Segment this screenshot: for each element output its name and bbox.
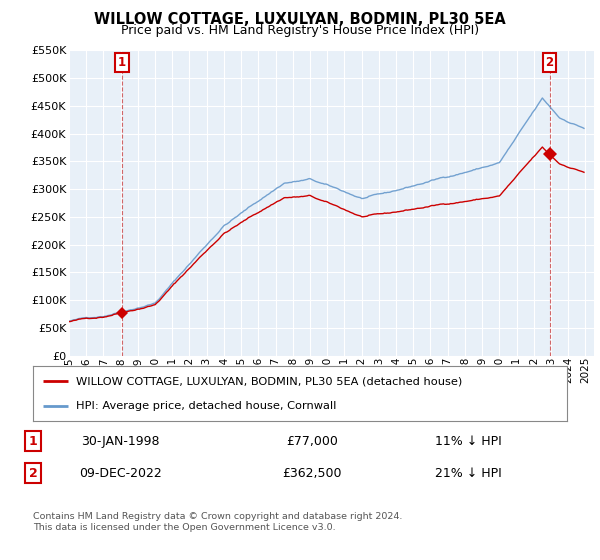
Text: Price paid vs. HM Land Registry's House Price Index (HPI): Price paid vs. HM Land Registry's House … (121, 24, 479, 37)
Text: £77,000: £77,000 (286, 435, 338, 448)
Text: £362,500: £362,500 (282, 466, 342, 480)
Text: 1: 1 (29, 435, 37, 448)
Text: 11% ↓ HPI: 11% ↓ HPI (434, 435, 502, 448)
Text: Contains HM Land Registry data © Crown copyright and database right 2024.
This d: Contains HM Land Registry data © Crown c… (33, 512, 403, 532)
Text: 2: 2 (545, 56, 554, 69)
Text: 21% ↓ HPI: 21% ↓ HPI (434, 466, 502, 480)
Text: 09-DEC-2022: 09-DEC-2022 (79, 466, 161, 480)
Text: 30-JAN-1998: 30-JAN-1998 (81, 435, 159, 448)
Text: 2: 2 (29, 466, 37, 480)
Text: WILLOW COTTAGE, LUXULYAN, BODMIN, PL30 5EA (detached house): WILLOW COTTAGE, LUXULYAN, BODMIN, PL30 5… (76, 376, 462, 386)
Text: WILLOW COTTAGE, LUXULYAN, BODMIN, PL30 5EA: WILLOW COTTAGE, LUXULYAN, BODMIN, PL30 5… (94, 12, 506, 27)
Text: 1: 1 (118, 56, 126, 69)
Text: HPI: Average price, detached house, Cornwall: HPI: Average price, detached house, Corn… (76, 402, 336, 411)
